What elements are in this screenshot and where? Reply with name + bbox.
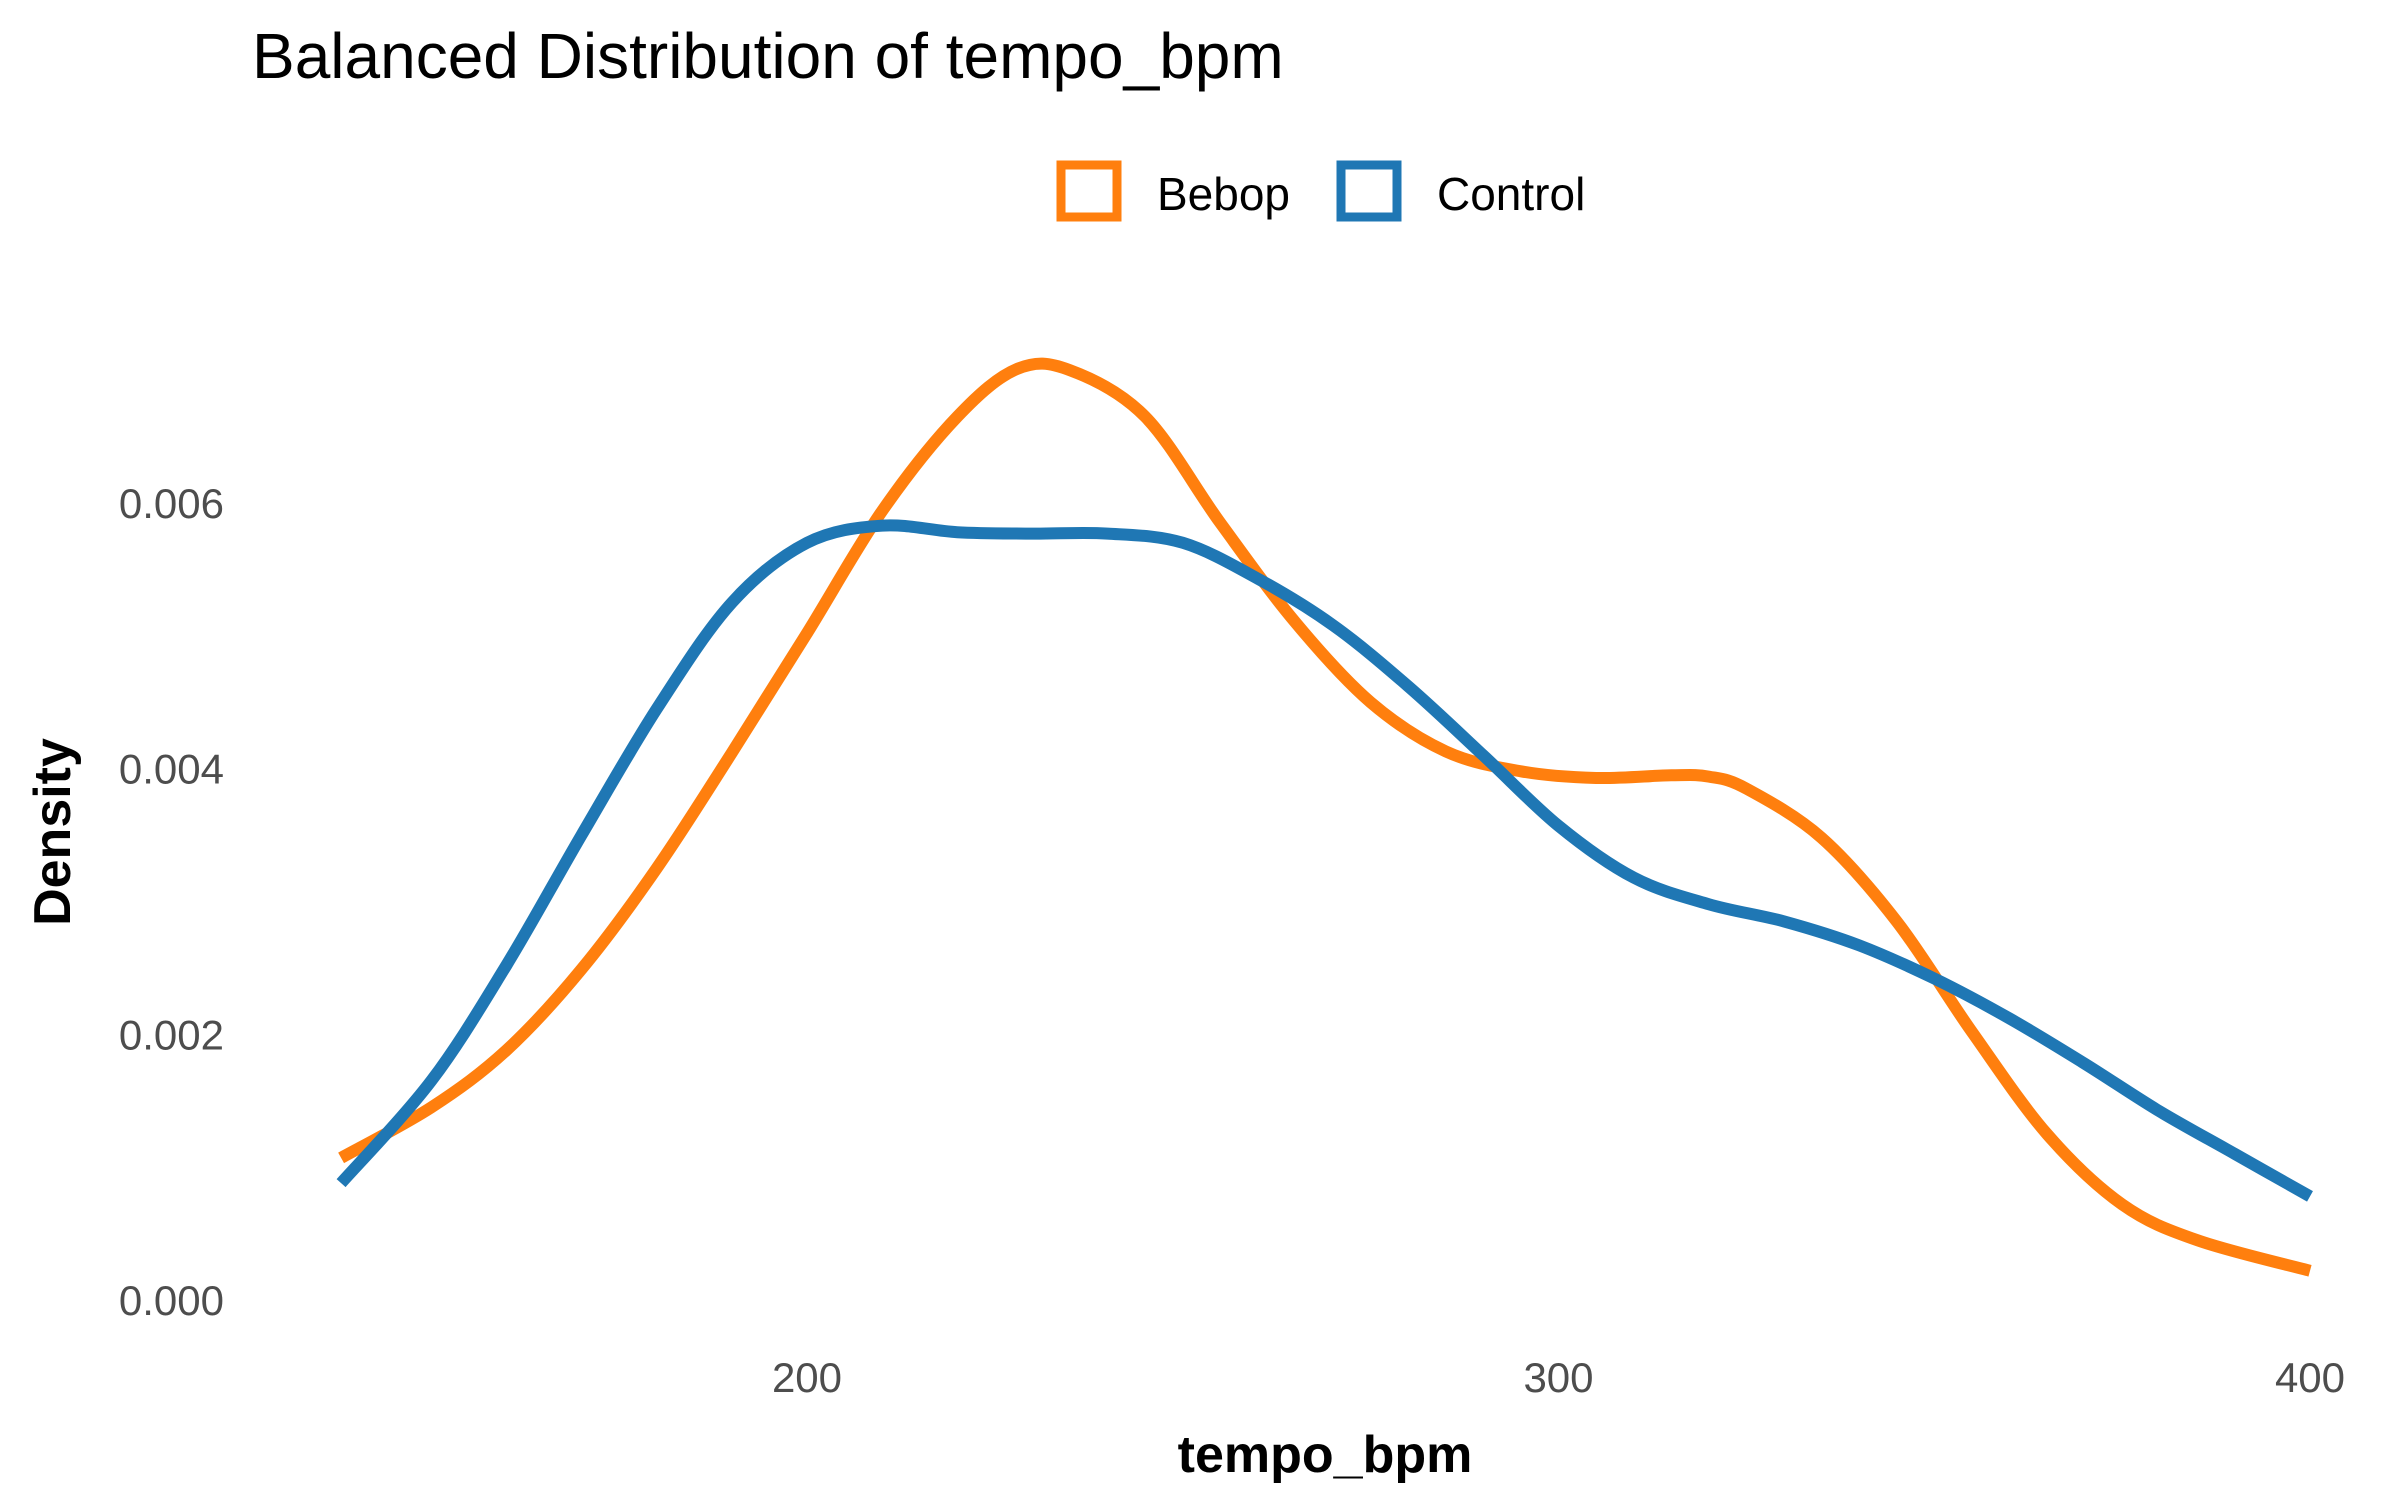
x-axis-title: tempo_bpm: [1178, 1426, 1473, 1484]
x-tick-label: 400: [2275, 1354, 2345, 1401]
x-tick-label: 300: [1523, 1354, 1593, 1401]
legend: Bebop Control: [1056, 160, 1585, 222]
chart-title: Balanced Distribution of tempo_bpm: [252, 20, 1284, 92]
legend-label-control: Control: [1437, 168, 1585, 220]
series-line-control: [336, 519, 2313, 1202]
series-line-bebop: [338, 357, 2312, 1277]
x-tick-label: 200: [772, 1354, 842, 1401]
y-tick-label: 0.000: [119, 1277, 224, 1324]
y-tick-label: 0.002: [119, 1011, 224, 1058]
y-tick-label: 0.004: [119, 746, 224, 793]
x-axis-ticks: 200 300 400: [772, 1354, 2345, 1401]
series-lines: [336, 357, 2313, 1277]
y-axis-ticks: 0.000 0.002 0.004 0.006: [119, 480, 224, 1324]
y-tick-label: 0.006: [119, 480, 224, 527]
y-axis-title: Density: [24, 738, 82, 926]
legend-key-control: [1336, 160, 1402, 222]
legend-label-bebop: Bebop: [1157, 168, 1290, 220]
legend-key-bebop: [1056, 160, 1122, 222]
